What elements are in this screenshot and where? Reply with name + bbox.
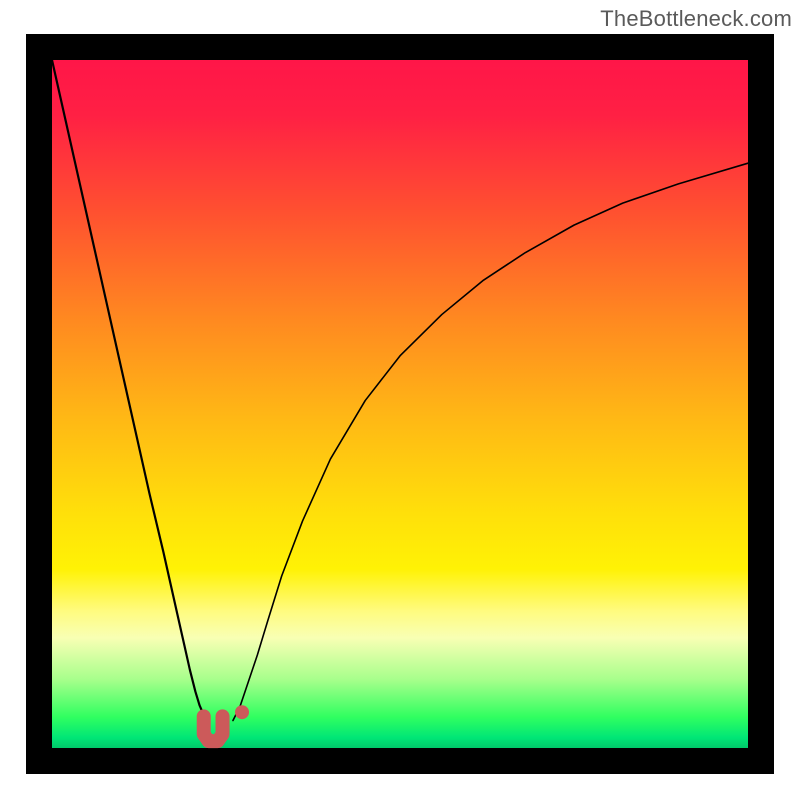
plot-frame: [26, 34, 774, 774]
right-curve: [233, 163, 748, 720]
watermark-text: TheBottleneck.com: [600, 6, 792, 32]
dot-marker: [235, 705, 249, 719]
chart-root: TheBottleneck.com: [0, 0, 800, 800]
plot-area: [52, 60, 748, 748]
left-curve: [52, 60, 207, 720]
valley-u-marker: [204, 716, 223, 741]
curve-layer: [52, 60, 748, 748]
